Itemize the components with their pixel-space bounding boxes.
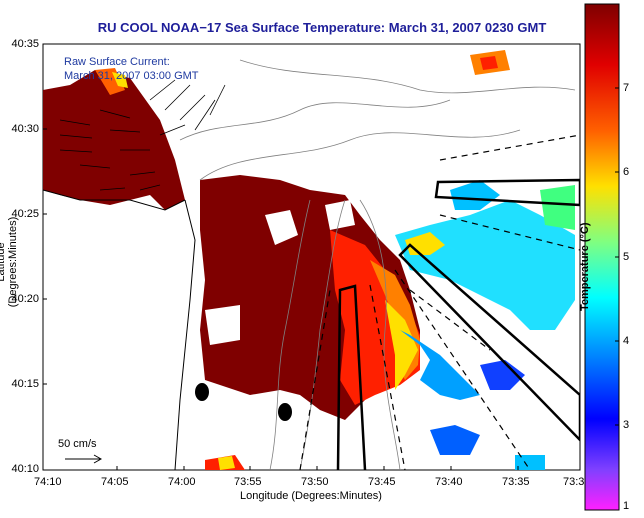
colorbar-tick-label: 4 (623, 335, 630, 347)
buoy-marker (278, 403, 292, 421)
x-tick-label: 74:10 (34, 476, 62, 488)
y-tick-label: 40:35 (11, 38, 39, 50)
colorbar-label: Temperature (°C) (579, 222, 591, 311)
colorbar (584, 3, 620, 511)
x-tick-label: 73:50 (301, 476, 329, 488)
x-tick-label: 73:35 (502, 476, 530, 488)
x-tick-label: 74:00 (168, 476, 196, 488)
coastline (174, 199, 196, 471)
transect-lines (299, 134, 580, 470)
y-tick-label: 40:20 (11, 293, 39, 305)
y-tick-label: 40:15 (11, 378, 39, 390)
x-tick-label: 73:45 (368, 476, 396, 488)
x-tick-label: 73:55 (234, 476, 262, 488)
sst-field (43, 50, 575, 470)
axis-ticks (43, 43, 519, 470)
y-axis-label: Latitude (Degrees:Minutes) (0, 216, 19, 308)
colorbar-tick-label: 7 (623, 82, 630, 94)
y-tick-label: 40:25 (11, 208, 39, 220)
x-tick-label: 74:05 (101, 476, 129, 488)
colorbar-tick-label: 6 (623, 166, 630, 178)
y-tick-label: 40:10 (11, 463, 39, 475)
scale-arrow (65, 454, 103, 464)
colorbar-tick-label: 5 (623, 251, 630, 263)
x-axis-label: Longitude (Degrees:Minutes) (240, 490, 382, 502)
figure-title: RU COOL NOAA−17 Sea Surface Temperature:… (97, 20, 547, 35)
buoy-marker (195, 383, 209, 401)
current-vectors (59, 79, 226, 191)
y-tick-label: 40:30 (11, 123, 39, 135)
bathymetry-contours (179, 59, 576, 470)
colorbar-tick-label: 1 (623, 500, 630, 512)
study-regions (336, 178, 580, 470)
overlay-line-1: Raw Surface Current: (64, 56, 170, 68)
overlay-line-2: March 31, 2007 03:00 GMT (64, 70, 199, 82)
x-tick-label: 73:3 (563, 476, 585, 488)
scale-label: 50 cm/s (58, 438, 97, 450)
colorbar-tick-label: 3 (623, 419, 630, 431)
x-tick-label: 73:40 (435, 476, 463, 488)
